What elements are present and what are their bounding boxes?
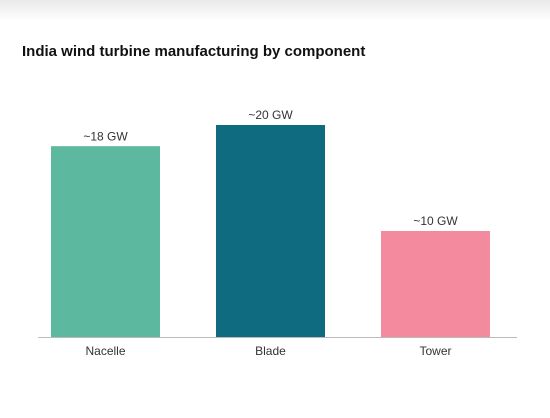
chart-title: India wind turbine manufacturing by comp… [22,43,365,60]
top-shade [0,0,550,22]
value-label: ~20 GW [248,108,293,122]
x-tick-label: Tower [419,344,451,358]
x-tick-label: Blade [255,344,286,358]
x-tick-label: Nacelle [85,344,125,358]
value-label: ~10 GW [413,214,458,228]
bar [381,231,490,337]
bar [51,146,160,337]
bar [216,125,325,337]
value-label: ~18 GW [83,129,128,143]
